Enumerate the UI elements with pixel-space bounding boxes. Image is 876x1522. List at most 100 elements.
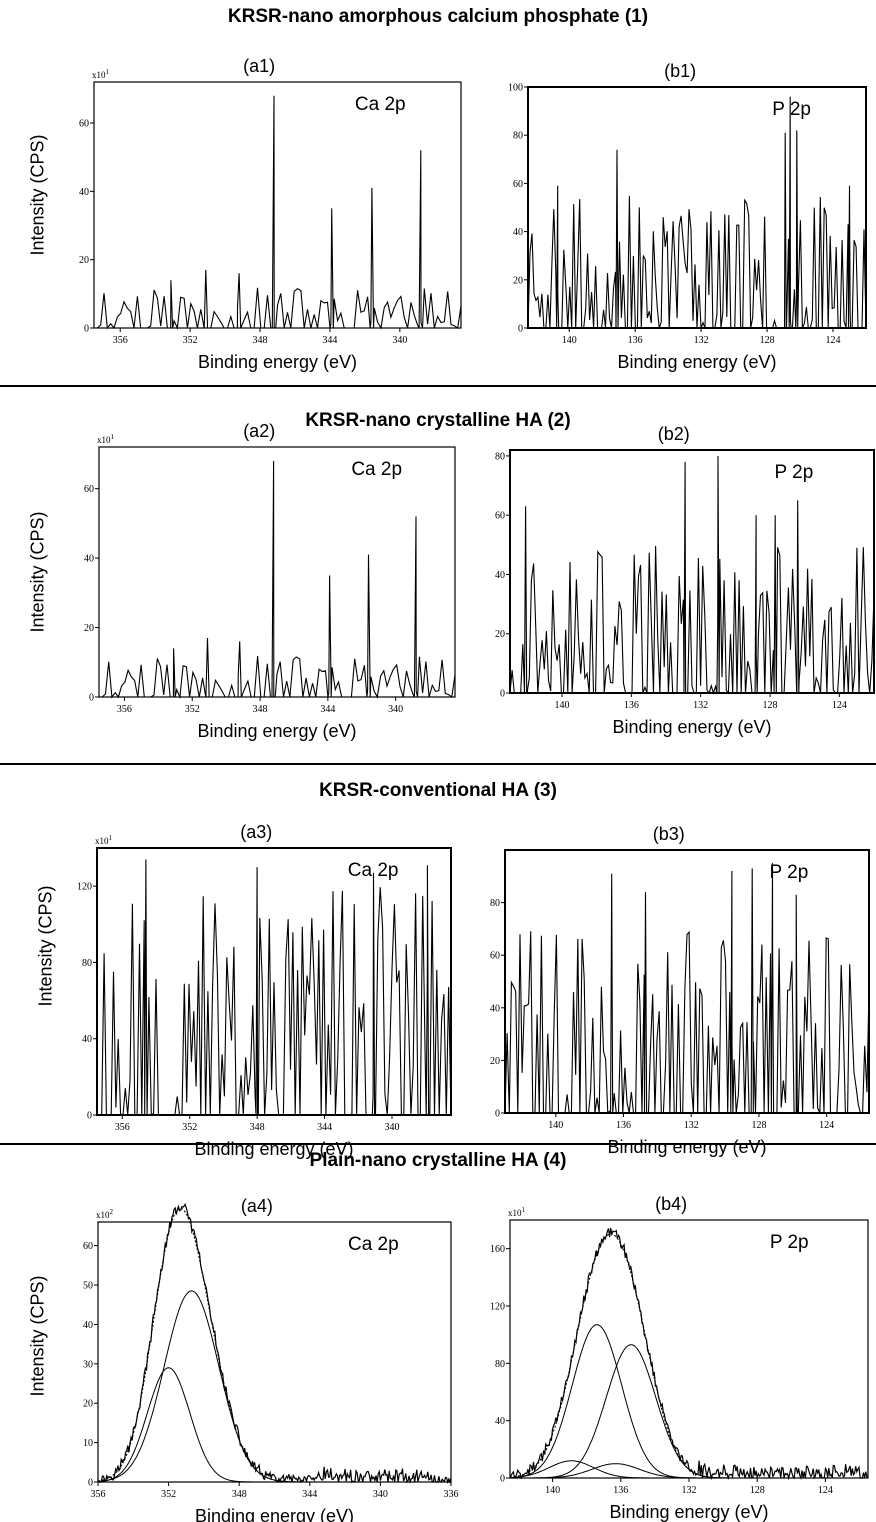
x-tick-label: 352 — [183, 335, 198, 346]
x-tick-label: 348 — [253, 704, 268, 715]
y-tick-label: 0 — [89, 693, 94, 704]
x-tick-label: 132 — [684, 1120, 699, 1131]
y-tick-label: 0 — [500, 1474, 505, 1485]
y-tick-label: 80 — [82, 958, 92, 969]
divider-1 — [0, 385, 876, 387]
panel-title: (b4) — [655, 1194, 687, 1214]
x-tick-label: 128 — [763, 700, 778, 711]
y-tick-label: 20 — [495, 629, 505, 640]
y-tick-label: 60 — [513, 179, 523, 190]
y-tick-label: 0 — [518, 324, 523, 335]
y-tick-label: 0 — [500, 689, 505, 700]
peak-label: Ca 2p — [348, 1234, 399, 1255]
x-tick-label: 124 — [832, 700, 847, 711]
component-curve — [510, 1344, 868, 1479]
x-axis-label: Binding energy (eV) — [195, 1506, 354, 1522]
x-tick-label: 356 — [91, 1489, 106, 1500]
x-axis-label: Binding energy (eV) — [198, 352, 357, 372]
y-tick-label: 60 — [495, 511, 505, 522]
spectrum-line — [527, 96, 867, 329]
divider-3 — [0, 1143, 876, 1145]
y-tick-label: 120 — [490, 1302, 505, 1313]
y-tick-label: 160 — [490, 1244, 505, 1255]
x-tick-label: 356 — [113, 335, 128, 346]
y-tick-label: 40 — [84, 554, 94, 565]
peak-label: P 2p — [775, 462, 814, 483]
y-tick-label: 40 — [83, 1320, 93, 1331]
y-tick-label: 60 — [490, 951, 500, 962]
y-tick-label: 120 — [77, 882, 92, 893]
x-tick-label: 352 — [185, 704, 200, 715]
x-tick-label: 352 — [161, 1489, 176, 1500]
y-axis-label-1: Intensity (CPS) — [27, 134, 48, 256]
y-multiplier: x101 — [92, 68, 110, 80]
peak-label: P 2p — [772, 99, 811, 120]
x-tick-label: 356 — [117, 704, 132, 715]
panel-title: (b1) — [664, 61, 696, 81]
spectrum-line — [99, 460, 456, 700]
y-tick-label: 40 — [513, 227, 523, 238]
peak-label: Ca 2p — [348, 860, 399, 881]
x-tick-label: 340 — [388, 704, 403, 715]
x-tick-label: 136 — [613, 1485, 628, 1496]
x-tick-label: 136 — [628, 335, 643, 346]
x-tick-label: 352 — [182, 1122, 197, 1133]
y-tick-label: 0 — [495, 1109, 500, 1120]
y-tick-label: 100 — [508, 83, 523, 94]
x-tick-label: 356 — [115, 1122, 130, 1133]
spectrum-line — [509, 455, 875, 695]
y-tick-label: 0 — [87, 1111, 92, 1122]
divider-2 — [0, 763, 876, 765]
x-tick-label: 124 — [818, 1485, 833, 1496]
peak-label: P 2p — [770, 862, 809, 883]
fit-envelope-curve — [509, 1233, 868, 1479]
component-curve — [510, 1463, 868, 1479]
component-curve — [97, 1367, 451, 1483]
plot-frame — [93, 81, 462, 329]
y-tick-label: 80 — [490, 898, 500, 909]
x-tick-label: 124 — [819, 1120, 834, 1131]
fit-envelope-curve — [97, 1207, 451, 1483]
peak-label: Ca 2p — [355, 94, 406, 115]
y-tick-label: 60 — [84, 484, 94, 495]
peak-label: P 2p — [770, 1232, 809, 1253]
x-tick-label: 136 — [616, 1120, 631, 1131]
panel-title: (a4) — [241, 1196, 273, 1216]
x-tick-label: 340 — [373, 1489, 388, 1500]
y-axis-label-4: Intensity (CPS) — [27, 1275, 48, 1397]
y-tick-label: 40 — [490, 1003, 500, 1014]
x-tick-label: 132 — [694, 335, 709, 346]
section-title-2: KRSR-nano crystalline HA (2) — [305, 410, 571, 431]
x-tick-label: 344 — [317, 1122, 332, 1133]
section-title-3: KRSR-conventional HA (3) — [319, 780, 557, 801]
plot-frame — [509, 449, 875, 694]
y-multiplier: x101 — [97, 433, 115, 445]
y-tick-label: 0 — [84, 324, 89, 335]
y-tick-label: 80 — [495, 1359, 505, 1370]
plot-frame — [97, 1221, 452, 1483]
spectrum-line — [504, 863, 870, 1115]
plot-frame — [96, 847, 452, 1116]
x-axis-label: Binding energy (eV) — [617, 352, 776, 372]
panel-title: (b3) — [653, 824, 685, 844]
y-tick-label: 80 — [495, 451, 505, 462]
y-tick-label: 40 — [495, 1416, 505, 1427]
x-tick-label: 348 — [232, 1489, 247, 1500]
y-tick-label: 40 — [82, 1034, 92, 1045]
x-tick-label: 348 — [250, 1122, 265, 1133]
panel-title: (a3) — [240, 822, 272, 842]
y-tick-label: 20 — [513, 275, 523, 286]
y-tick-label: 20 — [83, 1399, 93, 1410]
y-tick-label: 80 — [513, 131, 523, 142]
x-tick-label: 128 — [750, 1485, 765, 1496]
x-tick-label: 344 — [322, 335, 337, 346]
x-tick-label: 140 — [562, 335, 577, 346]
x-tick-label: 128 — [751, 1120, 766, 1131]
y-axis-label-3: Intensity (CPS) — [35, 885, 56, 1007]
